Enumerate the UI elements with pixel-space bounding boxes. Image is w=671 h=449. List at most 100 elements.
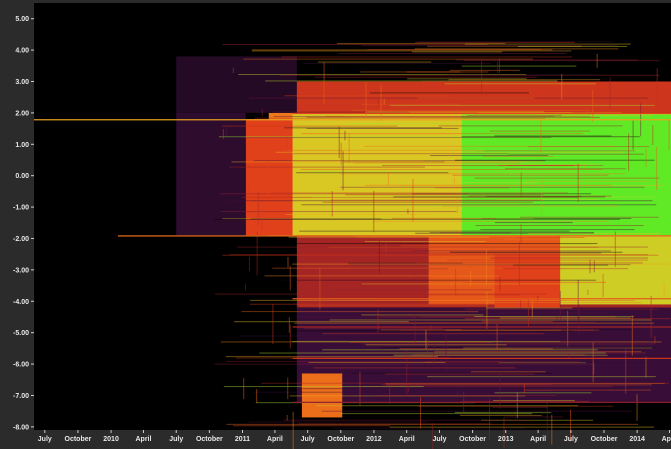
texture-spike	[286, 136, 288, 152]
heatmap-region-14	[176, 56, 297, 113]
texture-streak	[380, 329, 600, 331]
texture-streak	[472, 113, 596, 115]
texture-streak	[524, 389, 651, 391]
texture-streak	[239, 335, 393, 337]
texture-streak	[427, 45, 582, 47]
texture-spike	[456, 197, 458, 214]
texture-streak	[497, 312, 608, 314]
texture-streak	[360, 71, 461, 73]
texture-streak	[220, 211, 457, 213]
texture-spike	[225, 126, 227, 137]
texture-spike	[288, 317, 290, 333]
texture-streak	[300, 168, 603, 170]
x-tick-label: 2014	[629, 436, 645, 443]
texture-streak	[289, 395, 526, 397]
texture-streak	[356, 236, 555, 238]
heatmap-texture	[214, 38, 671, 449]
texture-spike	[645, 356, 647, 378]
texture-spike	[412, 178, 414, 222]
texture-spike	[389, 383, 391, 405]
texture-streak	[444, 83, 597, 85]
texture-streak	[498, 362, 586, 364]
texture-streak	[339, 53, 567, 55]
texture-streak	[222, 218, 534, 220]
texture-streak	[463, 60, 660, 62]
texture-spike	[453, 177, 455, 185]
texture-spike	[631, 315, 633, 356]
texture-spike	[577, 163, 579, 203]
texture-streak	[299, 230, 570, 232]
texture-streak	[328, 246, 599, 248]
texture-spike	[383, 99, 385, 105]
texture-spike	[433, 342, 435, 365]
texture-spike	[609, 77, 611, 109]
texture-streak	[308, 361, 446, 363]
texture-streak	[254, 391, 415, 393]
texture-streak	[489, 130, 591, 132]
texture-streak	[442, 205, 619, 207]
texture-spike	[628, 133, 630, 171]
texture-streak	[251, 50, 572, 52]
texture-spike	[222, 128, 224, 140]
x-tick-label: 2013	[498, 436, 514, 443]
texture-streak	[340, 413, 533, 415]
texture-streak	[291, 160, 424, 162]
texture-spike	[587, 289, 589, 295]
texture-streak	[344, 150, 484, 152]
texture-streak	[271, 192, 568, 194]
texture-streak	[294, 322, 655, 324]
texture-streak	[337, 182, 538, 184]
texture-streak	[461, 136, 640, 138]
texture-streak	[485, 302, 642, 304]
texture-streak	[418, 405, 614, 407]
texture-streak	[415, 41, 575, 43]
texture-streak	[322, 201, 533, 203]
texture-streak	[251, 218, 382, 220]
heatmap-region-2	[461, 114, 671, 236]
texture-streak	[367, 164, 598, 166]
texture-spike	[561, 73, 563, 100]
texture-streak	[306, 127, 459, 129]
texture-streak	[381, 383, 552, 385]
texture-streak	[299, 305, 488, 307]
texture-streak	[390, 104, 655, 106]
texture-spike	[261, 109, 263, 117]
x-tick-label: July	[38, 436, 52, 443]
texture-spike	[261, 219, 263, 230]
texture-streak	[285, 213, 432, 215]
texture-streak	[475, 225, 644, 227]
texture-spike	[287, 256, 289, 268]
texture-spike	[499, 371, 501, 410]
texture-streak	[272, 267, 502, 269]
texture-spike	[496, 61, 498, 73]
texture-spike	[248, 256, 250, 272]
texture-streak	[362, 343, 655, 345]
texture-streak	[474, 316, 634, 318]
texture-streak	[226, 360, 503, 362]
texture-streak	[222, 44, 488, 46]
x-tick-label: April	[662, 436, 671, 443]
texture-streak	[497, 165, 587, 167]
texture-streak	[362, 385, 613, 387]
texture-spike	[551, 414, 553, 445]
texture-streak	[504, 238, 561, 240]
texture-streak	[243, 58, 533, 60]
texture-spike	[344, 130, 346, 141]
texture-spike	[540, 116, 542, 153]
texture-streak	[486, 307, 573, 309]
texture-streak	[372, 220, 609, 222]
texture-streak	[325, 115, 591, 117]
texture-spike	[541, 177, 543, 214]
texture-streak	[350, 372, 553, 374]
texture-streak	[241, 196, 579, 198]
texture-spike	[272, 303, 274, 345]
texture-streak	[427, 376, 656, 378]
texture-streak	[293, 153, 508, 155]
texture-spike	[656, 68, 658, 109]
texture-spike	[423, 290, 425, 300]
texture-streak	[284, 127, 442, 129]
heatmap-regions	[176, 56, 671, 418]
texture-spike	[455, 269, 457, 296]
texture-streak	[312, 196, 655, 198]
texture-spike	[373, 190, 375, 233]
